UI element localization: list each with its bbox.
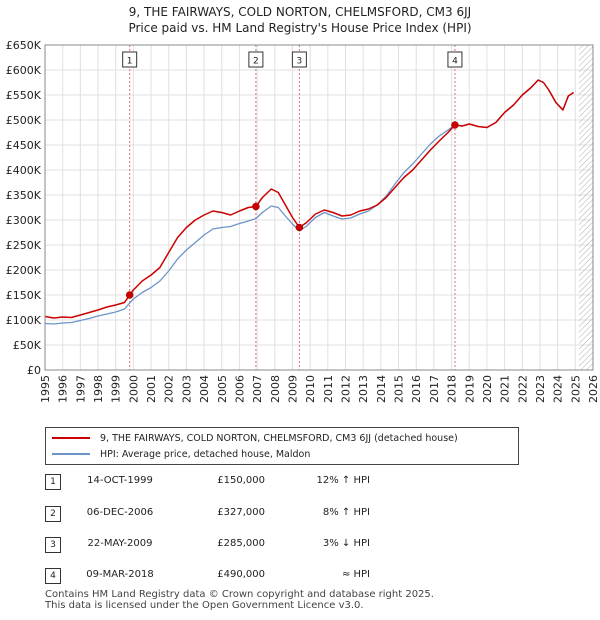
x-tick-label: 2017 xyxy=(428,375,441,403)
legend-label-hpi: HPI: Average price, detached house, Mald… xyxy=(100,448,311,460)
x-tick-label: 2020 xyxy=(481,375,494,403)
x-tick-label: 1998 xyxy=(92,375,105,403)
sale-marker xyxy=(295,223,304,232)
sale-hpi-diff: 12% ↑ HPI xyxy=(316,475,370,486)
sale-date: 09-MAR-2018 xyxy=(86,569,154,580)
y-tick-label: £400K xyxy=(6,164,42,177)
legend-item-property: 9, THE FAIRWAYS, COLD NORTON, CHELMSFORD… xyxy=(52,431,458,445)
x-tick-label: 2012 xyxy=(340,375,353,403)
x-tick-label: 2022 xyxy=(516,375,529,403)
sale-label-box xyxy=(291,51,307,68)
footer-line1: Contains HM Land Registry data © Crown c… xyxy=(45,589,434,600)
x-tick-label: 2000 xyxy=(127,375,140,403)
sale-price: £150,000 xyxy=(217,475,265,486)
sale-price: £490,000 xyxy=(217,569,265,580)
x-tick-label: 2005 xyxy=(216,375,229,403)
x-tick-label: 2016 xyxy=(410,375,423,403)
legend-label-property: 9, THE FAIRWAYS, COLD NORTON, CHELMSFORD… xyxy=(100,432,458,444)
y-tick-label: £350K xyxy=(6,189,42,202)
x-tick-label: 2018 xyxy=(446,375,459,403)
sale-label-box xyxy=(122,51,138,68)
sale-marker xyxy=(125,291,134,299)
footer-line2: This data is licensed under the Open Gov… xyxy=(45,600,364,611)
price-chart: 1 2 3 4 £0 £50K £100K £150K £200K £250K £300K £350… xyxy=(6,39,600,403)
legend-swatch-hpi xyxy=(52,453,90,455)
x-tick-label: 2013 xyxy=(357,375,370,403)
sale-row: 3 22-MAY-2009 £285,000 3% ↓ HPI xyxy=(45,537,405,557)
x-tick-label: 2026 xyxy=(587,375,600,403)
y-tick-label: £0 xyxy=(27,364,41,377)
sale-price: £285,000 xyxy=(217,538,265,549)
x-tick-label: 2019 xyxy=(463,375,476,403)
sale-hpi-diff: 8% ↑ HPI xyxy=(322,507,370,518)
x-tick-label: 2009 xyxy=(286,375,299,403)
x-tick-label: 2003 xyxy=(180,375,193,403)
sale-index: 1 xyxy=(45,474,61,490)
x-tick-label: 2001 xyxy=(145,375,158,403)
sale-date: 22-MAY-2009 xyxy=(87,538,153,549)
x-tick-label: 2008 xyxy=(269,375,282,403)
sale-price: £327,000 xyxy=(217,507,265,518)
x-tick-label: 1995 xyxy=(39,375,52,403)
y-tick-label: £300K xyxy=(6,214,42,227)
y-tick-label: £200K xyxy=(6,264,42,277)
x-tick-label: 2014 xyxy=(375,375,388,403)
sale-hpi-diff: 3% ↓ HPI xyxy=(322,538,370,549)
y-tick-label: £250K xyxy=(6,239,42,252)
x-tick-label: 2011 xyxy=(322,375,335,403)
property-price-line xyxy=(44,79,575,319)
sale-index: 3 xyxy=(45,537,61,553)
x-tick-label: 2002 xyxy=(163,375,176,403)
y-tick-label: £600K xyxy=(6,64,42,77)
x-tick-label: 1996 xyxy=(57,375,70,403)
y-tick-label: £50K xyxy=(13,339,42,352)
sale-label-box xyxy=(447,51,463,68)
sale-hpi-diff: ≈ HPI xyxy=(341,569,370,580)
x-tick-label: 2004 xyxy=(198,375,211,403)
legend-swatch-property xyxy=(52,437,90,439)
x-tick-label: 2023 xyxy=(534,375,547,403)
x-tick-label: 2006 xyxy=(233,375,246,403)
plot-area xyxy=(45,45,593,370)
chart-legend: 9, THE FAIRWAYS, COLD NORTON, CHELMSFORD… xyxy=(45,427,519,465)
sale-date: 14-OCT-1999 xyxy=(87,475,153,486)
chart-title-line2: Price paid vs. HM Land Registry's House … xyxy=(128,21,472,35)
x-tick-label: 2024 xyxy=(552,375,565,403)
chart-title-line1: 9, THE FAIRWAYS, COLD NORTON, CHELMSFORD… xyxy=(128,5,472,19)
y-tick-label: £550K xyxy=(6,89,42,102)
footer-attribution: Contains HM Land Registry data © Crown c… xyxy=(45,589,434,611)
future-hatch xyxy=(578,45,593,370)
x-tick-label: 2021 xyxy=(499,375,512,403)
sale-label-text: 3 xyxy=(297,57,303,67)
y-tick-label: £450K xyxy=(6,139,42,152)
sale-row: 1 14-OCT-1999 £150,000 12% ↑ HPI xyxy=(45,474,405,494)
plot-frame xyxy=(44,44,594,371)
sale-row: 4 09-MAR-2018 £490,000 ≈ HPI xyxy=(45,568,405,588)
sale-label-text: 1 xyxy=(127,57,133,67)
legend-item-hpi: HPI: Average price, detached house, Mald… xyxy=(52,447,310,461)
sale-marker xyxy=(451,121,459,129)
sale-label-text: 4 xyxy=(452,57,458,67)
x-tick-label: 1997 xyxy=(74,375,87,403)
y-tick-label: £500K xyxy=(6,114,42,127)
sale-index: 2 xyxy=(45,506,61,522)
sale-marker xyxy=(252,202,260,211)
y-tick-label: £150K xyxy=(6,289,42,302)
chart-title: 9, THE FAIRWAYS, COLD NORTON, CHELMSFORD… xyxy=(0,4,600,36)
x-tick-label: 2010 xyxy=(304,375,317,403)
y-tick-label: £100K xyxy=(6,314,42,327)
x-tick-label: 2015 xyxy=(393,375,406,403)
x-tick-label: 2025 xyxy=(569,375,582,403)
sale-row: 2 06-DEC-2006 £327,000 8% ↑ HPI xyxy=(45,506,405,526)
sale-label-text: 2 xyxy=(253,57,259,67)
sale-label-box xyxy=(248,51,264,68)
x-tick-label: 2007 xyxy=(251,375,264,403)
x-tick-label: 1999 xyxy=(110,375,123,403)
sale-index: 4 xyxy=(45,568,61,584)
sale-date: 06-DEC-2006 xyxy=(86,507,154,518)
y-tick-label: £650K xyxy=(6,39,42,52)
